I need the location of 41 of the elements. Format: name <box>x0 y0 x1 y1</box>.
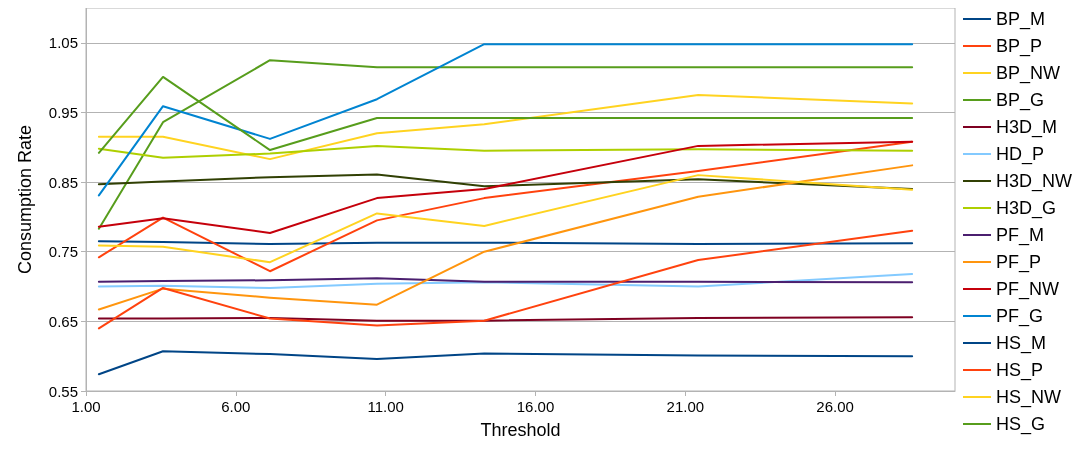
line-series <box>97 144 914 159</box>
legend-label: PF_G <box>996 306 1044 327</box>
x-axis-title: Threshold <box>480 420 561 440</box>
y-tick-label: 0.75 <box>48 243 78 261</box>
line-series <box>97 229 914 330</box>
x-tick-label: 1.00 <box>71 398 101 415</box>
x-tick-label: 26.00 <box>816 398 854 415</box>
line-series <box>97 59 914 230</box>
line-series <box>97 173 914 191</box>
y-tick-label: 0.55 <box>48 382 78 400</box>
legend-label: BP_P <box>996 36 1043 57</box>
legend-label: HD_P <box>996 144 1045 165</box>
legend-label: BP_M <box>996 9 1046 30</box>
legend-label: H3D_NW <box>996 171 1073 192</box>
y-tick-label: 0.65 <box>48 312 78 330</box>
legend-label: H3D_G <box>996 198 1057 219</box>
line-series <box>97 43 914 197</box>
legend-label: PF_P <box>996 252 1042 273</box>
legend-label: BP_NW <box>996 63 1061 84</box>
legend-label: BP_G <box>996 90 1045 111</box>
line-series <box>97 164 914 311</box>
y-tick-label: 0.95 <box>48 103 78 121</box>
y-tick-label: 0.85 <box>48 173 78 191</box>
line-series <box>97 273 914 289</box>
line-series <box>97 94 914 161</box>
line-series <box>97 350 914 376</box>
line-series <box>97 140 914 234</box>
x-tick-label: 16.00 <box>516 398 555 415</box>
x-tick-label: 21.00 <box>666 398 705 415</box>
x-tick-label: 6.00 <box>221 398 251 415</box>
x-tick-label: 11.00 <box>367 398 404 415</box>
legend-label: HS_P <box>996 360 1044 381</box>
y-tick-label: 1.05 <box>48 34 78 52</box>
legend-label: H3D_M <box>996 117 1058 138</box>
line-series <box>97 174 914 264</box>
legend-label: HS_NW <box>996 387 1062 408</box>
legend-label: HS_G <box>996 414 1046 435</box>
y-axis-title: Consumption Rate <box>15 124 35 275</box>
legend-label: HS_M <box>996 333 1047 354</box>
legend-label: PF_M <box>996 225 1045 246</box>
legend-label: PF_NW <box>996 279 1060 300</box>
